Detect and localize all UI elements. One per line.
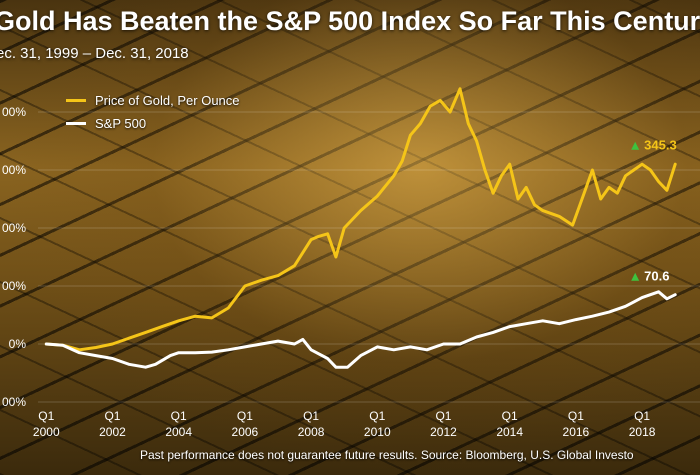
y-tick-label: 00% (2, 395, 26, 409)
sp500-end-label: 70.6 (644, 269, 669, 284)
sp500-series-line (44, 290, 677, 369)
x-tick-label: Q1 2018 (629, 409, 656, 439)
series-lines (44, 87, 677, 369)
source-footnote: Past performance does not guarantee futu… (140, 448, 634, 462)
chart-title: Gold Has Beaten the S&P 500 Index So Far… (0, 6, 700, 36)
legend-item-gold: Price of Gold, Per Ounce (66, 90, 240, 110)
x-tick-label: Q1 2010 (364, 409, 391, 439)
x-tick-label: Q1 2014 (496, 409, 523, 439)
legend: Price of Gold, Per Ounce S&P 500 (66, 90, 240, 136)
x-axis: Q1 2000 Q1 2002 Q1 2004 Q1 2006 Q1 2008 Q1 2010 Q1 20… (33, 409, 656, 439)
y-tick-label: 00% (2, 163, 26, 177)
y-tick-label: 0% (9, 337, 27, 351)
y-tick-label: 00% (2, 221, 26, 235)
up-arrow-icon (631, 272, 640, 281)
x-tick-label: Q1 2000 (33, 409, 60, 439)
x-tick-label: Q1 2006 (232, 409, 259, 439)
up-arrow-icon (631, 141, 640, 150)
gold-series-line (44, 87, 677, 352)
legend-swatch-sp500 (66, 121, 86, 125)
x-tick-label: Q1 2002 (99, 409, 126, 439)
legend-swatch-gold (66, 98, 86, 102)
x-tick-label: Q1 2016 (563, 409, 590, 439)
y-axis: 00% 0% 00% 00% 00% 00% (2, 105, 26, 409)
end-labels: 345.3 70.6 (631, 138, 677, 284)
x-tick-label: Q1 2008 (298, 409, 325, 439)
gridlines (38, 111, 700, 403)
gold-end-label: 345.3 (644, 138, 677, 153)
legend-label-gold: Price of Gold, Per Ounce (95, 92, 240, 108)
y-tick-label: 00% (2, 105, 26, 119)
chart-subtitle: ec. 31, 1999 – Dec. 31, 2018 (0, 45, 189, 62)
x-tick-label: Q1 2012 (430, 409, 457, 439)
legend-item-sp500: S&P 500 (66, 113, 240, 133)
y-tick-label: 00% (2, 279, 26, 293)
x-tick-label: Q1 2004 (165, 409, 192, 439)
legend-label-sp500: S&P 500 (95, 115, 147, 131)
